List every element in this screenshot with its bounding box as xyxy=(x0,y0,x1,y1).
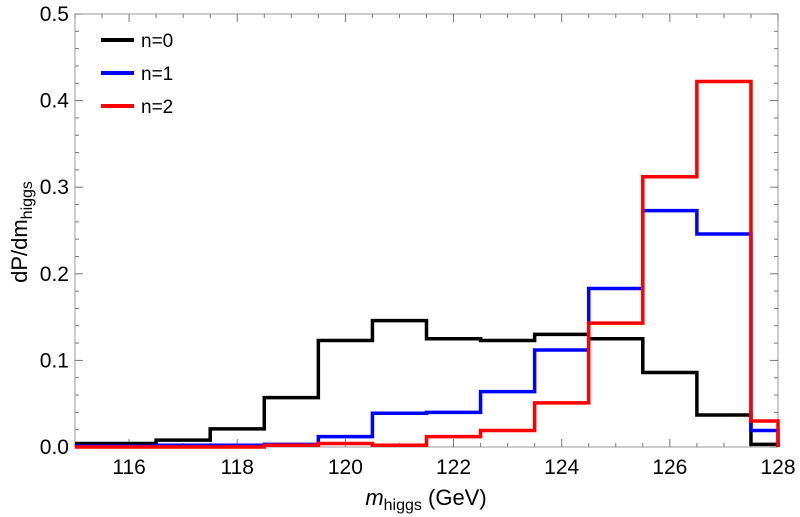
y-axis-label-main: dP/dm xyxy=(7,219,32,283)
x-axis-label-sub: higgs xyxy=(384,497,422,514)
axis-ticks xyxy=(74,13,779,448)
y-tick-label: 0.5 xyxy=(40,3,69,26)
x-tick-label: 122 xyxy=(436,456,471,479)
x-axis-label: mhiggs (GeV) xyxy=(365,485,486,514)
y-tick-label: 0.4 xyxy=(40,90,70,113)
x-tick-label: 126 xyxy=(652,456,687,479)
y-axis-label-sub: higgs xyxy=(19,181,36,219)
legend-label-n1: n=1 xyxy=(141,64,173,85)
y-tick-label: 0.3 xyxy=(40,176,69,199)
y-axis-label: dP/dmhiggs xyxy=(7,181,36,283)
x-axis-label-unit: (GeV) xyxy=(422,485,487,510)
legend-label-n2: n=2 xyxy=(141,97,173,118)
x-axis-label-var: m xyxy=(365,485,383,510)
x-tick-label: 124 xyxy=(544,456,579,479)
x-tick-label: 118 xyxy=(220,456,253,479)
legend-label-n0: n=0 xyxy=(141,31,173,52)
x-tick-label: 128 xyxy=(760,456,795,479)
x-tick-label: 120 xyxy=(328,456,363,479)
legend: n=0 n=1 n=2 xyxy=(101,31,173,118)
series-line-n2 xyxy=(75,79,780,449)
plot-frame xyxy=(74,13,779,448)
x-tick-label: 116 xyxy=(112,456,145,479)
tick-labels: 116 118 120 122 124 126 128 0.0 0.1 0.2 0.3 0.4 0.5 xyxy=(40,3,796,479)
plot-border xyxy=(74,13,779,448)
series-line-n0 xyxy=(75,318,780,447)
y-tick-label: 0.2 xyxy=(40,263,69,286)
series-lines xyxy=(75,79,780,449)
y-tick-label: 0.0 xyxy=(40,436,69,459)
y-tick-label: 0.1 xyxy=(40,349,69,372)
